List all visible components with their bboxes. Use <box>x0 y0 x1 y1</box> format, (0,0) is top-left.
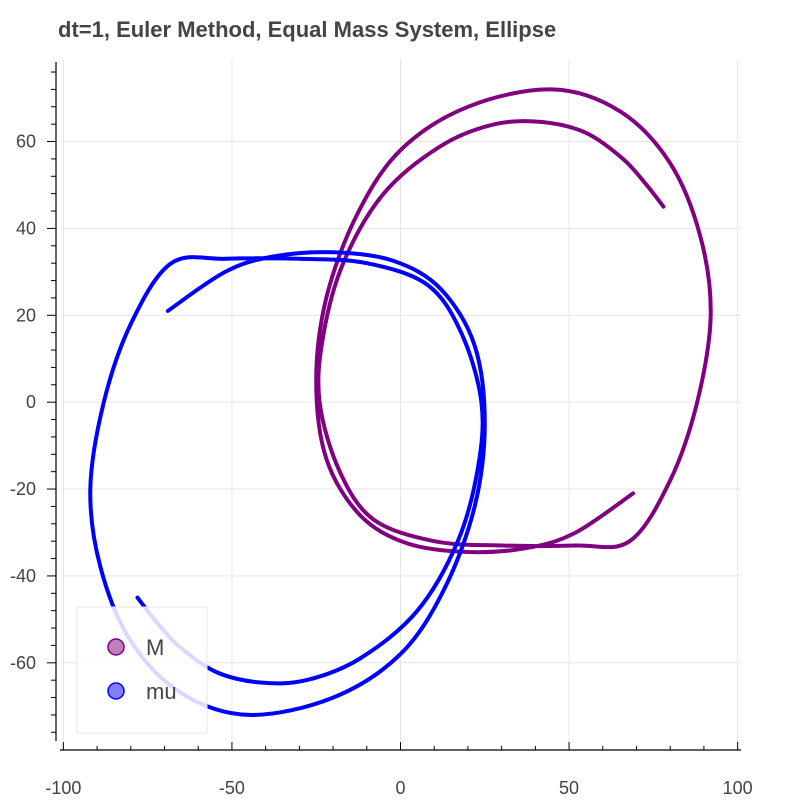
y-tick-label: 20 <box>16 305 36 325</box>
x-tick-label: 50 <box>559 778 579 798</box>
legend-label-m: M <box>146 635 164 660</box>
legend-box <box>76 606 208 734</box>
y-tick-label: -40 <box>10 566 36 586</box>
y-tick-label: -60 <box>10 653 36 673</box>
series-line-mu <box>88 250 487 717</box>
y-tick-label: 60 <box>16 132 36 152</box>
legend-label-mu: mu <box>146 679 177 704</box>
legend-marker-m <box>107 638 125 656</box>
y-tick-label: 0 <box>26 392 36 412</box>
y-tick-label: -20 <box>10 479 36 499</box>
x-tick-label: 100 <box>723 778 753 798</box>
series-layer <box>88 87 713 717</box>
x-tick-label: -50 <box>219 778 245 798</box>
legend-marker-mu <box>107 682 125 700</box>
x-tick-label: -100 <box>45 778 81 798</box>
grid-lines <box>60 59 741 741</box>
y-tick-label: 40 <box>16 218 36 238</box>
x-tick-label: 0 <box>395 778 405 798</box>
legend: M mu <box>76 606 208 734</box>
chart-title: dt=1, Euler Method, Equal Mass System, E… <box>58 17 557 42</box>
series-line-m <box>314 87 713 555</box>
ticks: -100 -50 0 50 100 -60 -40 -20 0 20 40 60 <box>10 71 753 798</box>
